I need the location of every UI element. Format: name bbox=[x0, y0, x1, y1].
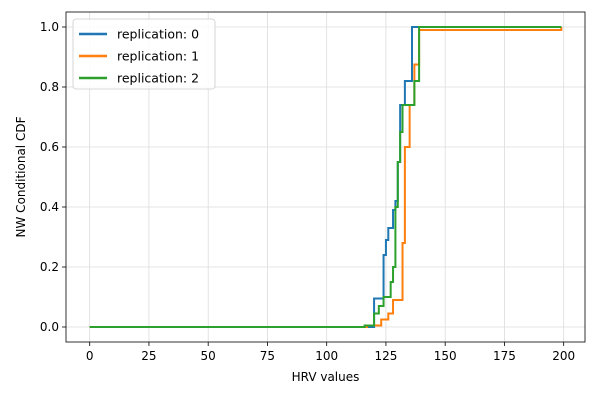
series-line-0 bbox=[89, 26, 562, 328]
legend-frame bbox=[72, 18, 216, 90]
legend: replication: 0 replication: 1 replication:… bbox=[72, 18, 216, 90]
series-layer bbox=[89, 26, 563, 328]
plot-frame bbox=[65, 11, 586, 343]
x-tick-label: 125 bbox=[374, 349, 397, 363]
legend-label-0: replication: 0 bbox=[117, 27, 199, 42]
x-tick-label: 100 bbox=[315, 349, 338, 363]
legend-label-1: replication: 1 bbox=[117, 49, 199, 64]
series-line-1 bbox=[89, 27, 563, 328]
y-tick-label: 1.0 bbox=[40, 20, 59, 34]
x-tick-label: 75 bbox=[260, 349, 275, 363]
x-tick-label: 175 bbox=[493, 349, 516, 363]
x-tick-label: 0 bbox=[86, 349, 94, 363]
x-axis-label: HRV values bbox=[292, 370, 360, 384]
y-tick-label: 0.8 bbox=[40, 80, 59, 94]
axis-ticks: 0 25 50 75 100 125 150 175 200 0.0 0.2 0.4 0.6 0.8 1.0 bbox=[40, 20, 575, 363]
y-tick-label: 0.2 bbox=[40, 260, 59, 274]
x-tick-label: 150 bbox=[434, 349, 457, 363]
x-tick-label: 25 bbox=[141, 349, 156, 363]
x-tick-label: 200 bbox=[552, 349, 575, 363]
legend-label-2: replication: 2 bbox=[117, 71, 199, 86]
x-tick-label: 50 bbox=[201, 349, 216, 363]
y-tick-label: 0.0 bbox=[40, 320, 59, 334]
y-tick-label: 0.6 bbox=[40, 140, 59, 154]
series-line-2 bbox=[89, 26, 562, 328]
y-tick-label: 0.4 bbox=[40, 200, 59, 214]
y-axis-label: NW Conditional CDF bbox=[14, 116, 28, 237]
